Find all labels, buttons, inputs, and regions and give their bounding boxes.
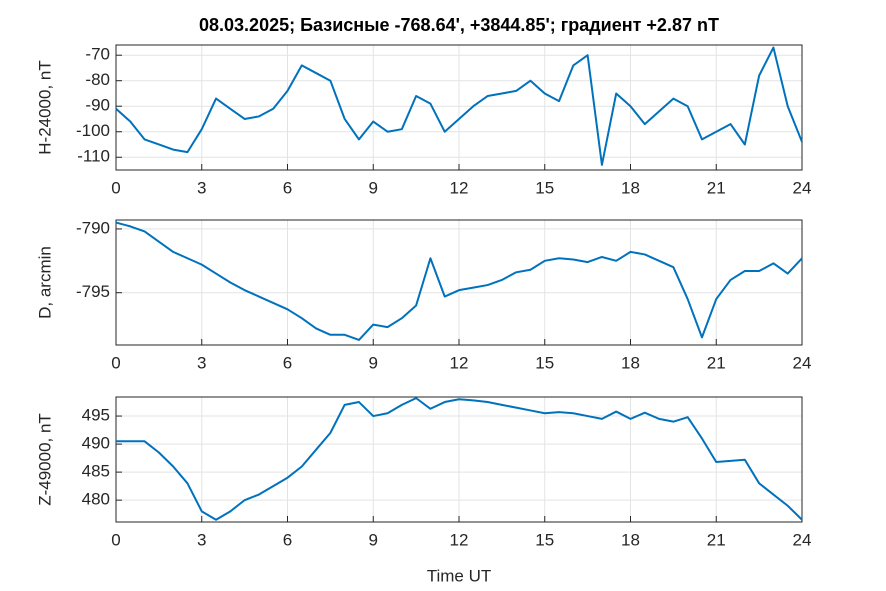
x-tick-label: 21 [707, 530, 726, 549]
x-tick-label: 6 [283, 530, 292, 549]
y-tick-label: -790 [76, 218, 110, 237]
x-tick-label: 24 [793, 178, 812, 197]
data-line [115, 46, 803, 166]
y-tick-label: 480 [82, 490, 110, 509]
x-tick-label: 15 [535, 530, 554, 549]
x-tick-label: 0 [111, 353, 120, 372]
x-tick-label: 21 [707, 353, 726, 372]
axes-box [115, 219, 803, 346]
axes-box [115, 44, 803, 171]
y-axis-label: D, arcmin [35, 246, 54, 319]
x-tick-label: 18 [621, 530, 640, 549]
y-tick-label: -110 [77, 147, 110, 166]
data-line [115, 221, 803, 341]
x-tick-label: 9 [369, 353, 378, 372]
x-tick-label: 24 [793, 353, 812, 372]
x-tick-label: 15 [535, 178, 554, 197]
x-tick-label: 18 [621, 353, 640, 372]
x-tick-label: 3 [197, 353, 206, 372]
y-tick-label: 485 [82, 462, 110, 481]
y-tick-label: 495 [82, 406, 110, 425]
x-tick-label: 3 [197, 530, 206, 549]
data-line [116, 397, 803, 521]
chart-title: 08.03.2025; Базисные -768.64', +3844.85'… [199, 15, 719, 35]
x-axis-label: Time UT [427, 566, 492, 585]
y-axis-label: H-24000, nT [35, 60, 54, 155]
y-tick-label: -90 [85, 96, 110, 115]
x-tick-label: 0 [111, 178, 120, 197]
x-tick-label: 6 [283, 178, 292, 197]
y-tick-label: 490 [82, 434, 110, 453]
x-tick-label: 6 [283, 353, 292, 372]
y-axis-label: Z-49000, nT [35, 413, 54, 506]
x-tick-label: 9 [369, 178, 378, 197]
x-tick-label: 3 [197, 178, 206, 197]
x-tick-label: 9 [369, 530, 378, 549]
y-tick-label: -100 [76, 121, 110, 140]
x-tick-label: 12 [450, 353, 469, 372]
x-tick-label: 21 [707, 178, 726, 197]
y-tick-label: -70 [85, 45, 110, 64]
x-tick-label: 12 [450, 178, 469, 197]
x-tick-label: 18 [621, 178, 640, 197]
axes-box [115, 396, 803, 523]
x-tick-label: 24 [793, 530, 812, 549]
x-tick-label: 0 [111, 530, 120, 549]
x-tick-label: 15 [535, 353, 554, 372]
y-tick-label: -80 [85, 70, 110, 89]
y-tick-label: -795 [76, 282, 110, 301]
x-tick-label: 12 [450, 530, 469, 549]
